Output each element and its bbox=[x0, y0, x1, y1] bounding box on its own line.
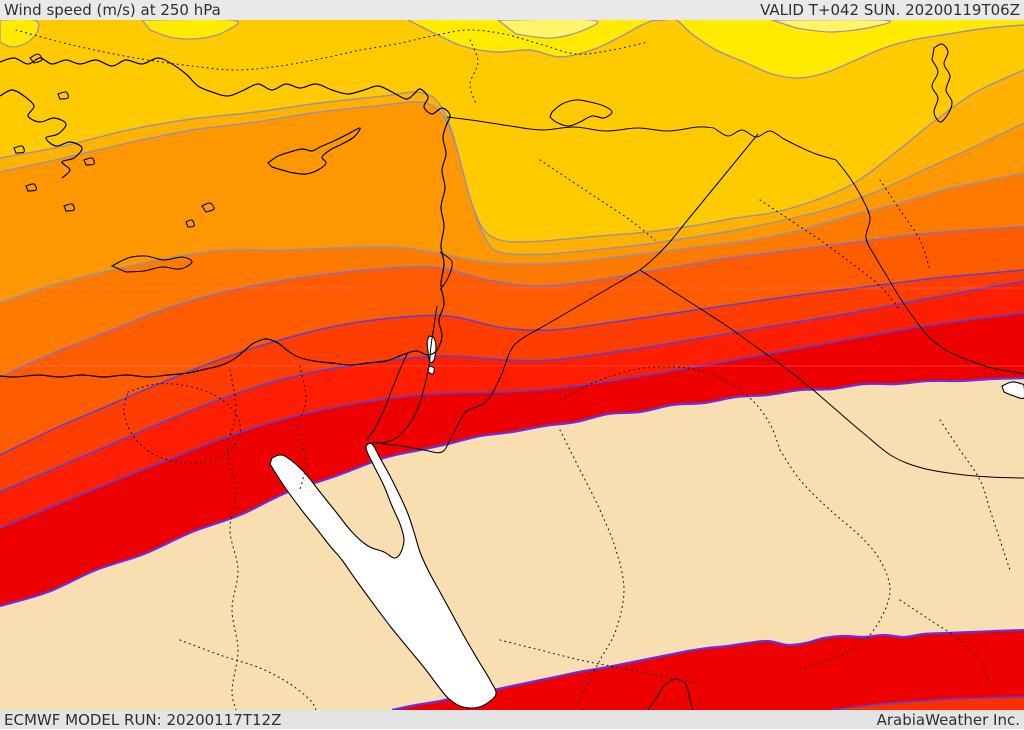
island-island-8 bbox=[63, 203, 75, 212]
valid-time: VALID T+042 SUN. 20200119T06Z bbox=[760, 1, 1020, 19]
model-run: ECMWF MODEL RUN: 20200117T12Z bbox=[4, 710, 282, 729]
admin-admin-iraq-2 bbox=[879, 179, 931, 271]
band-yellow-patch-west bbox=[0, 20, 39, 47]
map-title: Wind speed (m/s) at 250 hPa bbox=[4, 1, 221, 19]
map-area bbox=[0, 20, 1024, 710]
island-island-7 bbox=[25, 183, 37, 192]
contour-orange-2 bbox=[0, 226, 1024, 378]
island-island-5 bbox=[13, 145, 25, 154]
contour-yellow-patch-west bbox=[0, 20, 40, 48]
coast-aegean-coast bbox=[0, 89, 83, 179]
contour-red-1 bbox=[0, 280, 1024, 493]
band-gold bbox=[0, 20, 1024, 242]
contour-south-jet-inner bbox=[831, 696, 1024, 710]
admin-admin-egypt-south bbox=[179, 639, 317, 710]
contour-south-jet bbox=[391, 628, 1024, 710]
border-israel-egypt bbox=[366, 351, 409, 441]
band-yellow-patch-mid bbox=[142, 20, 239, 39]
admin-admin-iraq-1 bbox=[759, 199, 901, 311]
contour-amber bbox=[0, 101, 1024, 256]
contour-pale-patch-1 bbox=[497, 20, 599, 39]
water-red-sea bbox=[269, 442, 497, 709]
water-dead-sea bbox=[426, 335, 437, 364]
water-dead-sea-south bbox=[427, 365, 435, 375]
coast-mediterranean-coast bbox=[0, 57, 451, 378]
island-crete bbox=[110, 255, 193, 273]
band-south-jet bbox=[392, 630, 1024, 710]
footer-bar: ECMWF MODEL RUN: 20200117T12Z ArabiaWeat… bbox=[0, 710, 1024, 729]
border-turkey-iraq-iran bbox=[713, 127, 837, 161]
admin-admin-saudi-2 bbox=[779, 449, 891, 671]
admin-admin-egypt-loop bbox=[123, 383, 242, 464]
contour-red-2 bbox=[0, 312, 1024, 529]
border-lebanon bbox=[439, 251, 453, 291]
island-island-2 bbox=[185, 219, 195, 228]
weather-map bbox=[0, 20, 1024, 710]
island-island-4 bbox=[57, 91, 69, 100]
lake-lake-van bbox=[549, 99, 613, 127]
lake-lake-urmia bbox=[931, 43, 953, 123]
header-bar: Wind speed (m/s) at 250 hPa VALID T+042 … bbox=[0, 0, 1024, 20]
admin-admin-turkey-3 bbox=[469, 39, 479, 105]
island-island-6 bbox=[83, 157, 95, 166]
admin-admin-turkey-1 bbox=[15, 29, 361, 71]
border-syria-iraq bbox=[639, 133, 759, 271]
admin-admin-saudi-1 bbox=[559, 365, 781, 451]
contour-gold bbox=[0, 69, 1024, 243]
border-jordan-valley bbox=[371, 305, 438, 444]
band-south-jet-inner bbox=[832, 697, 1024, 710]
border-iraq-saudi bbox=[639, 269, 1024, 479]
admin-admin-turkey-2 bbox=[359, 29, 649, 55]
admin-admin-egypt-1 bbox=[227, 369, 239, 710]
border-iran-iraq bbox=[835, 159, 1024, 375]
contour-yellow bbox=[407, 20, 1024, 79]
contour-pale-patch-2 bbox=[771, 20, 891, 33]
brand: ArabiaWeather Inc. bbox=[876, 710, 1020, 729]
border-jordan-saudi bbox=[371, 269, 641, 454]
coast-cyprus bbox=[267, 127, 361, 175]
island-island-3 bbox=[29, 53, 43, 64]
border-turkey-syria bbox=[446, 116, 715, 132]
island-island-1 bbox=[201, 202, 215, 213]
contour-red-deep bbox=[0, 376, 1024, 608]
contour-yellow-patch-mid bbox=[141, 20, 239, 40]
admin-admin-egypt-2 bbox=[297, 365, 307, 491]
contour-orange-1 bbox=[0, 172, 1024, 304]
water-gulf-lake-east bbox=[1001, 381, 1024, 400]
